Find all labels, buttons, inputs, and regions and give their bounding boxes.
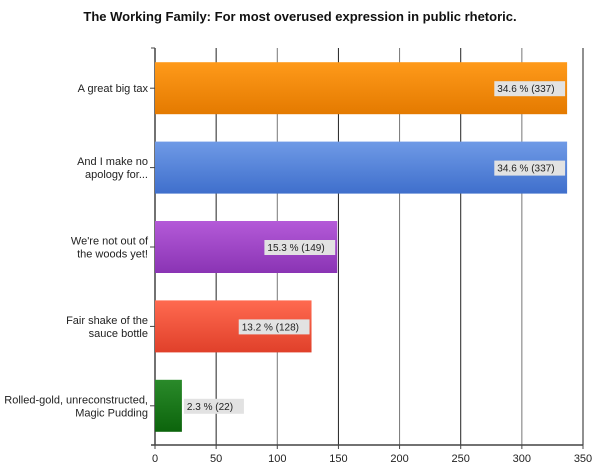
- chart-title: The Working Family: For most overused ex…: [83, 9, 517, 24]
- category-label: Rolled-gold, unreconstructed,: [4, 394, 148, 406]
- data-label-box: [264, 240, 336, 255]
- data-label-box: [494, 81, 566, 97]
- x-tick-label: 300: [513, 453, 531, 465]
- x-tick-label: 350: [574, 453, 592, 465]
- data-label-box: [494, 160, 566, 176]
- category-label: the woods yet!: [77, 249, 148, 261]
- category-label: And I make no: [77, 156, 148, 168]
- data-label: 2.3 % (22): [187, 402, 233, 413]
- category-label: Magic Pudding: [75, 407, 148, 419]
- bar: [155, 379, 182, 432]
- data-label: 15.3 % (149): [267, 243, 324, 254]
- x-tick-label: 100: [268, 453, 286, 465]
- x-tick-label: 0: [152, 453, 158, 465]
- data-label: 34.6 % (337): [497, 164, 554, 175]
- x-tick-label: 50: [210, 453, 222, 465]
- category-label: sauce bottle: [89, 328, 148, 340]
- x-tick-label: 250: [452, 453, 470, 465]
- data-label-box: [238, 319, 310, 335]
- data-label: 34.6 % (337): [497, 84, 554, 95]
- data-label-box: [183, 398, 244, 414]
- x-tick-label: 150: [329, 453, 347, 465]
- category-label: Fair shake of the: [66, 315, 148, 327]
- category-label: We're not out of: [71, 236, 149, 248]
- x-tick-label: 200: [390, 453, 408, 465]
- category-label: A great big tax: [78, 83, 149, 95]
- data-label: 13.2 % (128): [242, 322, 299, 333]
- category-label: apology for...: [85, 169, 148, 181]
